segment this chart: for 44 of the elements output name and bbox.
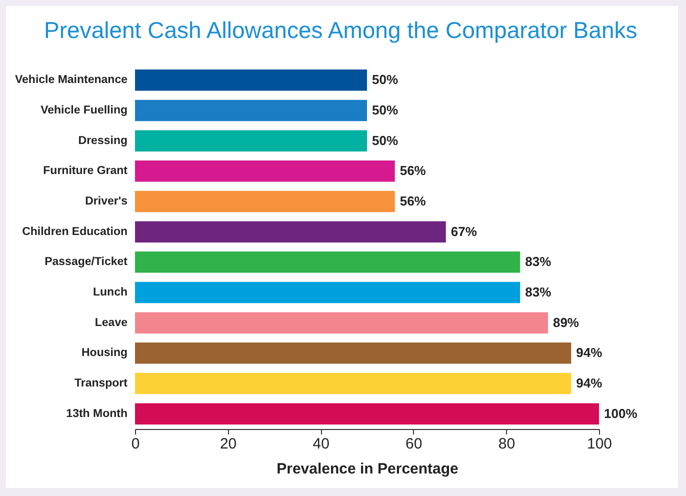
y-tick-label: Passage/Ticket	[44, 256, 128, 268]
x-tick-label: 60	[406, 436, 422, 452]
y-tick-label: Housing	[82, 347, 128, 360]
data-label: 67%	[450, 224, 478, 239]
y-tick-label: Furniture Grant	[43, 165, 128, 178]
data-label: 89%	[552, 314, 580, 330]
data-label: 94%	[576, 376, 603, 390]
chart-title: Prevalent Cash Allowances Among the Comparator Banks	[44, 17, 638, 43]
bar	[135, 342, 572, 364]
bar	[135, 160, 395, 182]
data-label: 50%	[372, 102, 398, 118]
y-tick-label: Lunch	[93, 286, 128, 298]
y-tick-label: Vehicle Fuelling	[40, 104, 128, 116]
bar	[135, 221, 446, 242]
y-tick-label: Leave	[94, 316, 128, 329]
data-label: 94%	[576, 345, 603, 360]
data-label: 100%	[604, 406, 638, 421]
bar	[135, 70, 367, 91]
data-label: 83%	[525, 254, 552, 270]
y-tick-label: Vehicle Maintenance	[15, 74, 128, 86]
bar	[135, 100, 367, 122]
x-tick-label: 0	[131, 436, 140, 452]
y-tick-label: 13th Month	[66, 408, 128, 420]
x-tick-label: 20	[220, 436, 237, 452]
bar	[135, 372, 572, 394]
y-tick-label: Transport	[74, 378, 128, 390]
x-axis-title: Prevalence in Percentage	[276, 460, 458, 478]
y-tick-label: Dressing	[78, 134, 128, 147]
y-tick-label: Children Education	[22, 226, 128, 238]
data-label: 56%	[400, 194, 426, 208]
y-tick-label: Driver's	[85, 196, 128, 208]
bar	[135, 190, 395, 212]
bar	[135, 282, 520, 304]
x-tick-label: 100	[586, 436, 612, 452]
bar	[135, 403, 599, 424]
bar	[135, 312, 548, 334]
data-label: 83%	[525, 284, 552, 300]
bar	[135, 130, 367, 152]
x-tick-label: 80	[498, 436, 516, 452]
data-label: 56%	[400, 163, 426, 178]
data-label: 50%	[372, 132, 398, 148]
x-tick-label: 40	[312, 436, 330, 452]
bar	[135, 252, 520, 273]
data-label: 50%	[372, 72, 398, 88]
